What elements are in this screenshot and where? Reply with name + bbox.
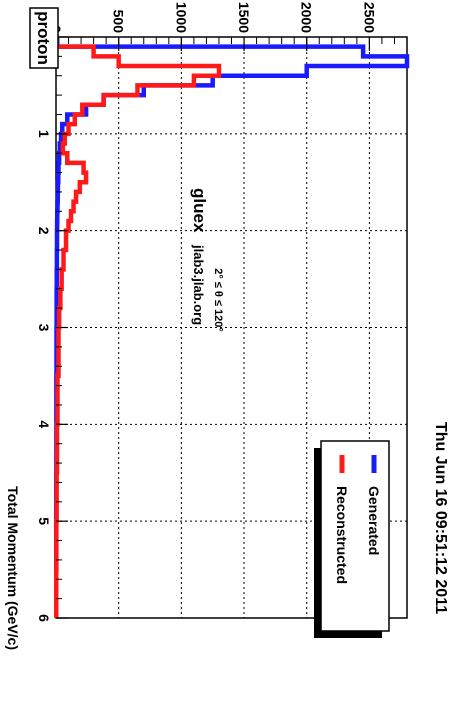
title-box-label: proton [34, 11, 53, 65]
x-tick-label: 2 [36, 227, 52, 235]
x-tick-label: 6 [36, 614, 52, 622]
y-tick-label: 1500 [236, 2, 252, 33]
cut-label: 2° ≤ θ ≤ 120° [212, 268, 224, 332]
date-label: Thu Jun 16 09:51:12 2011 [432, 422, 449, 614]
series-layer [54, 37, 410, 618]
x-tick-label: 1 [36, 130, 52, 138]
legend-label-generated: Generated [366, 486, 382, 555]
x-tick-label: 3 [36, 324, 52, 332]
x-tick-label: 4 [36, 420, 52, 428]
y-tick-label: 2500 [361, 2, 377, 33]
x-axis-label: Total Momentum (GeV/c) [5, 486, 21, 650]
title-box: proton [29, 7, 59, 69]
x-tick-label: 5 [36, 517, 52, 525]
legend-label-reconstructed: Reconstructed [334, 486, 350, 584]
legend: Generated Reconstructed [314, 440, 390, 638]
host-sub-label: jlab3.jlab.org [191, 244, 206, 325]
y-tick-label: 1000 [173, 2, 189, 33]
y-tick-label: 2000 [299, 2, 315, 33]
series-reconstructed-line [54, 37, 222, 618]
grid-lines [56, 37, 407, 618]
host-label: gluex [190, 188, 209, 233]
y-tick-label: 500 [111, 10, 127, 34]
axis-layer: 012345605001000150020002500 [36, 2, 408, 622]
